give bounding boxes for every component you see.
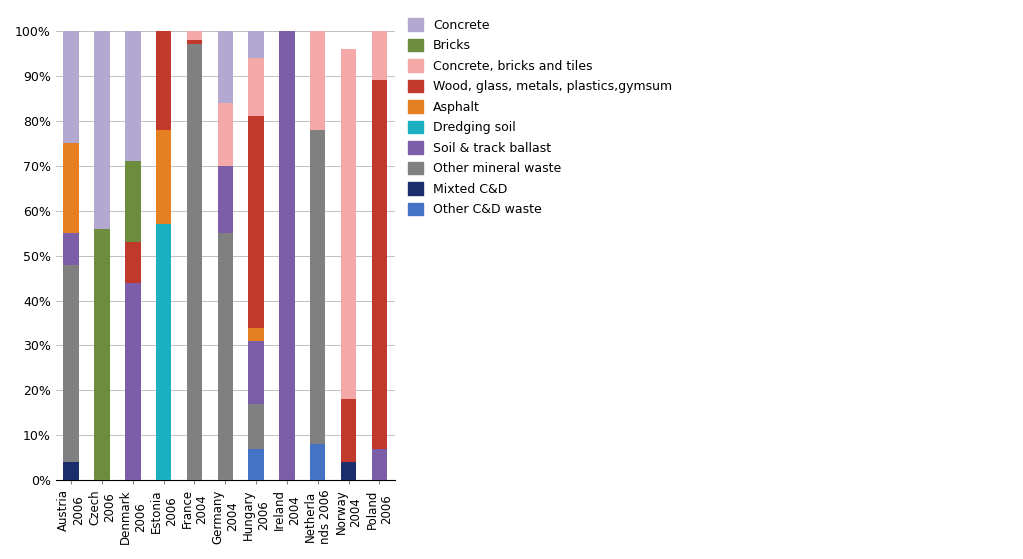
Bar xyxy=(249,449,264,480)
Bar xyxy=(125,31,140,161)
Bar xyxy=(341,49,356,400)
Bar xyxy=(310,31,325,130)
Bar xyxy=(249,341,264,404)
Bar xyxy=(249,404,264,449)
Bar xyxy=(94,229,109,480)
Bar xyxy=(249,31,264,58)
Bar xyxy=(249,116,264,328)
Bar xyxy=(371,80,387,449)
Bar xyxy=(249,328,264,341)
Bar xyxy=(63,264,79,462)
Bar xyxy=(94,31,109,229)
Bar xyxy=(155,130,171,224)
Legend: Concrete, Bricks, Concrete, bricks and tiles, Wood, glass, metals, plastics,gyms: Concrete, Bricks, Concrete, bricks and t… xyxy=(404,15,676,220)
Bar xyxy=(187,44,203,480)
Bar xyxy=(155,31,171,130)
Bar xyxy=(341,400,356,462)
Bar xyxy=(218,31,233,103)
Bar xyxy=(310,130,325,444)
Bar xyxy=(218,233,233,480)
Bar xyxy=(155,224,171,480)
Bar xyxy=(218,103,233,165)
Bar xyxy=(187,31,203,40)
Bar xyxy=(187,40,203,44)
Bar xyxy=(371,449,387,480)
Bar xyxy=(63,31,79,143)
Bar xyxy=(279,31,295,480)
Bar xyxy=(63,143,79,233)
Bar xyxy=(310,444,325,480)
Bar xyxy=(371,31,387,80)
Bar xyxy=(125,282,140,480)
Bar xyxy=(63,462,79,480)
Bar xyxy=(63,233,79,264)
Bar xyxy=(341,462,356,480)
Bar xyxy=(125,242,140,282)
Bar xyxy=(249,58,264,116)
Bar xyxy=(125,161,140,242)
Bar xyxy=(218,165,233,233)
